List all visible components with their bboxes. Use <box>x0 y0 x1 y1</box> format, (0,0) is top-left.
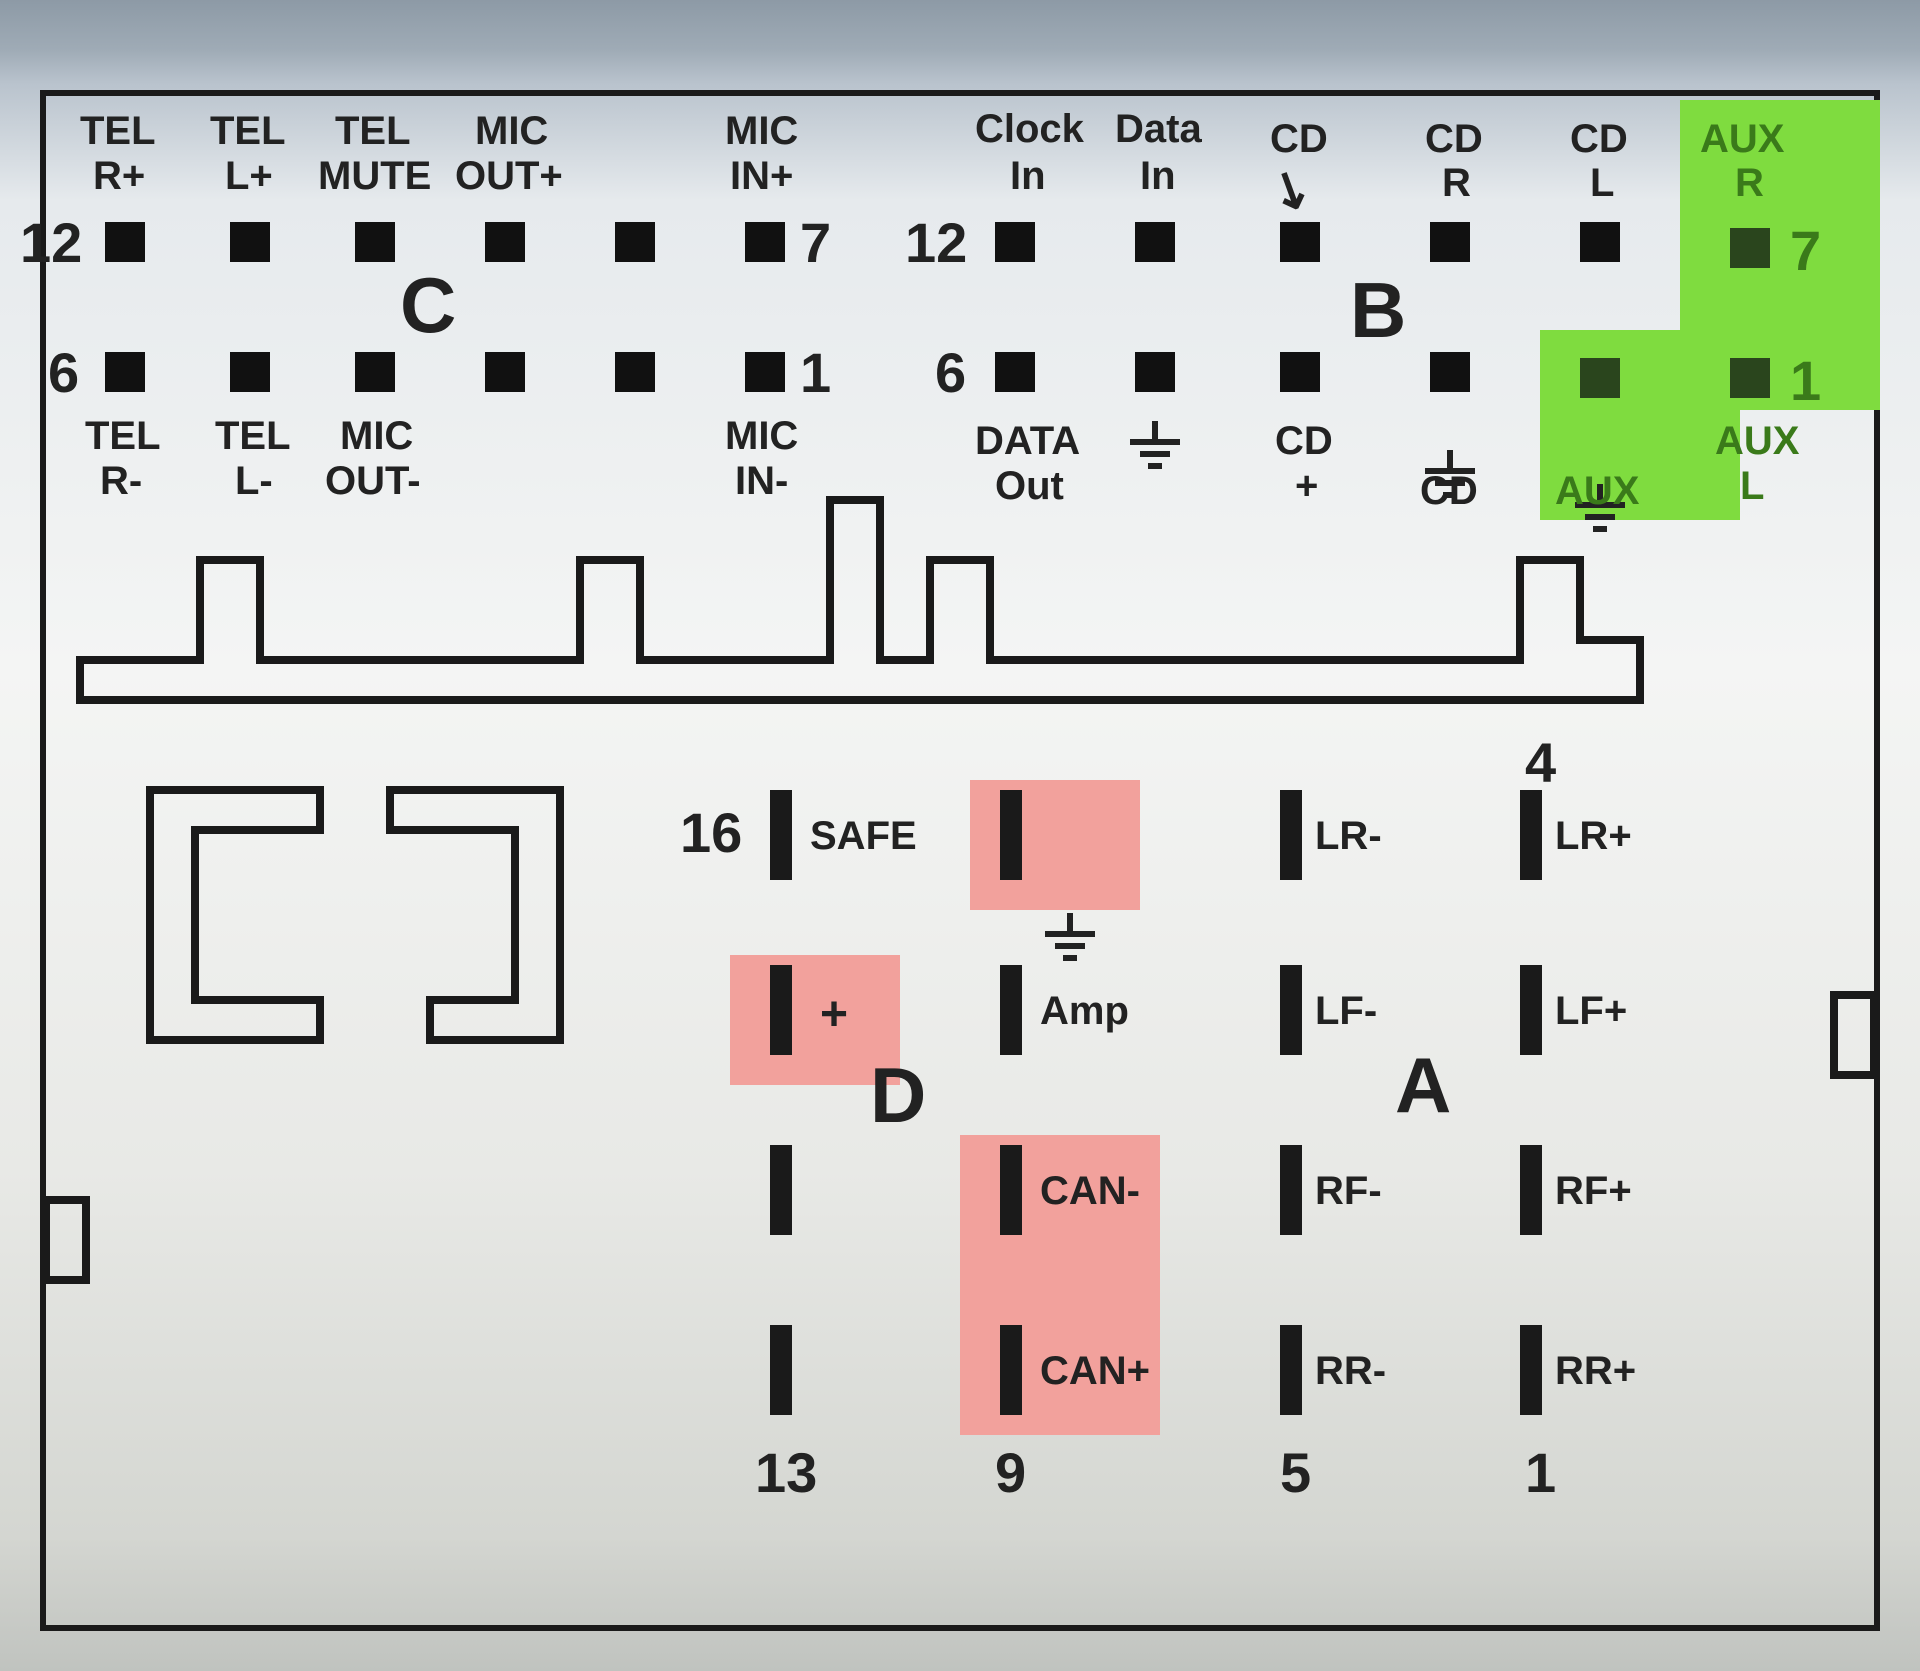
d-c1-r2: + <box>820 990 848 1040</box>
d-hl-gnd <box>970 780 1140 910</box>
a-c2-r2: LF+ <box>1555 990 1627 1032</box>
d-c1-r1: SAFE <box>810 815 917 857</box>
a-c2-r4: RR+ <box>1555 1350 1636 1392</box>
a-pin-1 <box>1520 1325 1542 1415</box>
a-c1-r4: RR- <box>1315 1350 1386 1392</box>
a-pin-4 <box>1520 790 1542 880</box>
a-pin-2 <box>1520 1145 1542 1235</box>
a-marker-1: 1 <box>1525 1440 1556 1505</box>
d-pin-11 <box>1000 965 1022 1055</box>
d-pin-13 <box>770 1325 792 1415</box>
a-c2-r1: LR+ <box>1555 815 1632 857</box>
d-c2-r3: CAN- <box>1040 1170 1140 1212</box>
d-c2-r2: Amp <box>1040 990 1129 1032</box>
a-c1-r3: RF- <box>1315 1170 1382 1212</box>
d-marker-16: 16 <box>680 800 742 865</box>
d-pin-10 <box>1000 1145 1022 1235</box>
a-letter: A <box>1395 1040 1451 1131</box>
d-pin-16 <box>770 790 792 880</box>
d-pin-15 <box>770 965 792 1055</box>
a-pin-7 <box>1280 965 1302 1055</box>
a-pin-3 <box>1520 965 1542 1055</box>
d-letter: D <box>870 1050 926 1141</box>
d-c2-r1-gnd-icon <box>1045 927 1095 961</box>
d-pin-9 <box>1000 1325 1022 1415</box>
d-pin-12 <box>1000 790 1022 880</box>
a-marker-4: 4 <box>1525 730 1556 795</box>
d-pin-14 <box>770 1145 792 1235</box>
a-pin-6 <box>1280 1145 1302 1235</box>
a-pin-5 <box>1280 1325 1302 1415</box>
d-marker-13: 13 <box>755 1440 817 1505</box>
a-c2-r3: RF+ <box>1555 1170 1632 1212</box>
d-marker-9: 9 <box>995 1440 1026 1505</box>
a-marker-5: 5 <box>1280 1440 1311 1505</box>
d-c2-r4: CAN+ <box>1040 1350 1150 1392</box>
a-c1-r1: LR- <box>1315 815 1382 857</box>
a-c1-r2: LF- <box>1315 990 1377 1032</box>
a-pin-8 <box>1280 790 1302 880</box>
